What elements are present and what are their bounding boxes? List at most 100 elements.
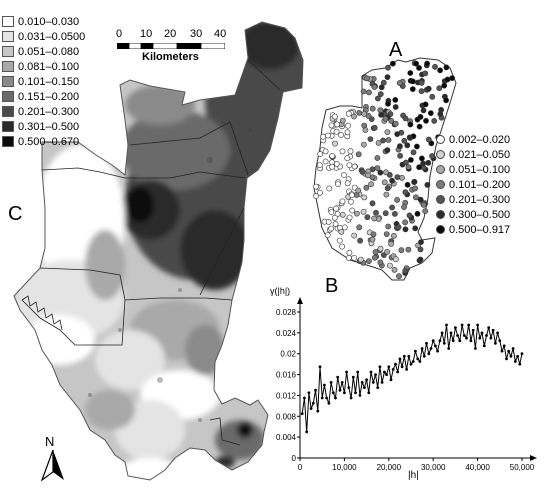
sample-point xyxy=(377,259,384,266)
y-tick-label: 0.024 xyxy=(276,329,297,338)
legend-a-label: 0.002–0.020 xyxy=(449,133,511,146)
sample-point xyxy=(380,79,387,86)
variogram-point xyxy=(451,339,455,343)
variogram-point xyxy=(467,323,471,327)
legend-c-item: 0.031–0.0500 xyxy=(2,29,102,44)
variogram-point xyxy=(485,334,488,337)
variogram-point xyxy=(494,341,497,345)
variogram-point xyxy=(516,354,519,358)
scale-tick-20: 20 xyxy=(164,28,177,40)
variogram-point xyxy=(396,370,400,374)
sample-point xyxy=(392,97,399,103)
sample-point xyxy=(427,110,434,116)
sample-point xyxy=(397,152,403,159)
sample-point xyxy=(394,131,401,137)
sample-point xyxy=(360,141,367,148)
sample-point xyxy=(336,237,343,244)
y-tick-label: 0.004 xyxy=(276,433,297,442)
sample-point xyxy=(385,64,391,71)
legend-c-item: 0.081–0.100 xyxy=(2,59,102,74)
sample-point xyxy=(333,161,340,167)
sample-point xyxy=(368,181,374,188)
sample-point xyxy=(392,104,399,110)
scale-bar: 0 10 20 30 40 Kilometers xyxy=(112,28,230,68)
sample-point xyxy=(351,113,357,120)
sample-point xyxy=(313,183,319,190)
sample-point xyxy=(372,249,379,255)
sample-point xyxy=(360,208,367,215)
sample-point xyxy=(403,159,409,166)
variogram-point xyxy=(351,375,355,379)
sample-point xyxy=(359,169,366,175)
variogram-point xyxy=(414,349,417,353)
sample-point xyxy=(345,122,351,129)
sample-point xyxy=(398,247,405,254)
x-tick-label: 50,000 xyxy=(510,463,535,472)
sample-point xyxy=(391,266,398,273)
x-axis-arrow-icon xyxy=(530,455,537,461)
variogram-point xyxy=(456,334,459,337)
legend-a-dot xyxy=(436,180,445,189)
variogram-point xyxy=(387,365,391,369)
variogram-point xyxy=(518,362,522,366)
sample-point xyxy=(377,245,384,252)
legend-c-swatch xyxy=(2,16,14,27)
sample-point xyxy=(383,169,389,176)
sample-point xyxy=(410,78,416,85)
variogram-point xyxy=(345,370,348,374)
legend-c-label: 0.201–0.300 xyxy=(18,105,80,118)
variogram-point xyxy=(500,349,504,353)
variogram-point xyxy=(498,339,502,343)
sample-point xyxy=(401,204,407,210)
sample-point xyxy=(405,164,412,170)
legend-a-dot xyxy=(436,195,445,204)
variogram-point xyxy=(380,381,384,384)
variogram-point xyxy=(496,331,499,335)
variogram-point xyxy=(374,373,377,376)
variogram-point xyxy=(327,401,331,405)
legend-a-item: 0.201–0.300 xyxy=(436,192,548,207)
variogram-point xyxy=(314,388,317,392)
sample-point xyxy=(322,148,329,155)
variogram-point xyxy=(300,412,304,416)
sample-point xyxy=(348,198,354,205)
sample-point xyxy=(410,149,417,156)
sample-point xyxy=(420,160,426,167)
legend-a-label: 0.300–0.500 xyxy=(449,208,511,221)
legend-c-swatch xyxy=(2,76,14,87)
sample-point xyxy=(339,148,346,155)
sample-point xyxy=(377,169,384,176)
sample-point xyxy=(437,67,444,74)
variogram-point xyxy=(502,344,506,348)
variogram-point xyxy=(331,391,335,395)
x-tick-label: 40,000 xyxy=(465,463,490,472)
variogram-point xyxy=(462,334,466,337)
sample-point xyxy=(404,142,411,149)
variogram-point xyxy=(465,336,468,340)
variogram-point xyxy=(458,339,462,343)
variogram-point xyxy=(316,409,320,413)
sample-point xyxy=(371,84,378,90)
sample-point xyxy=(334,121,340,128)
sample-point xyxy=(443,97,449,104)
variogram-point xyxy=(449,331,453,335)
variogram-line xyxy=(301,324,523,432)
sample-point xyxy=(412,225,419,232)
sample-point xyxy=(355,151,362,158)
sample-point xyxy=(344,155,351,162)
sample-point xyxy=(328,225,335,232)
sample-point xyxy=(437,111,444,117)
north-label: N xyxy=(45,434,55,449)
sample-point xyxy=(349,207,356,214)
legend-c-label: 0.081–0.100 xyxy=(18,60,80,73)
legend-c-item: 0.101–0.150 xyxy=(2,74,102,89)
variogram-point xyxy=(427,352,431,356)
sample-point xyxy=(375,140,382,146)
variogram-point xyxy=(474,347,477,350)
variogram-point xyxy=(400,365,404,369)
sample-point xyxy=(341,172,347,178)
legend-c-swatch xyxy=(2,31,14,42)
panel-label-c: C xyxy=(8,203,23,225)
sample-point xyxy=(382,210,389,217)
